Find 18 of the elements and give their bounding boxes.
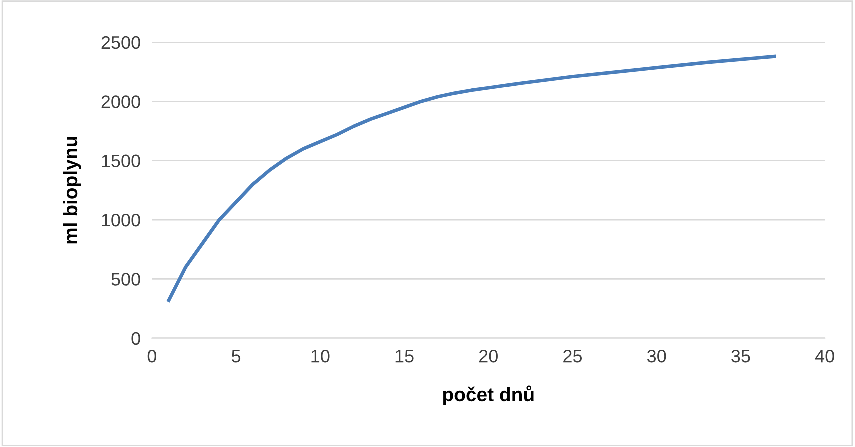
line-series [167, 54, 776, 302]
x-tick-label: 10 [312, 350, 330, 363]
x-tick-label: 5 [232, 350, 241, 363]
y-tick-label: 2500 [102, 36, 140, 50]
x-tick-label: 30 [648, 350, 666, 363]
x-tick-label: 20 [480, 350, 498, 363]
y-tick-label: 1000 [102, 214, 140, 227]
x-tick-label: 35 [732, 350, 750, 363]
x-tick-label: 25 [564, 350, 582, 363]
x-axis-title: počet dnů [443, 386, 534, 406]
y-tick-label: 2000 [102, 96, 140, 108]
y-axis-title: ml bioplynu [63, 137, 82, 244]
y-tick-label: 0 [132, 332, 140, 346]
x-tick-label: 0 [148, 350, 157, 363]
x-tick-label: 15 [396, 350, 414, 363]
y-tick-label: 1500 [102, 154, 140, 168]
x-tick-label: 40 [815, 350, 834, 363]
y-tick-label: 500 [112, 273, 140, 286]
